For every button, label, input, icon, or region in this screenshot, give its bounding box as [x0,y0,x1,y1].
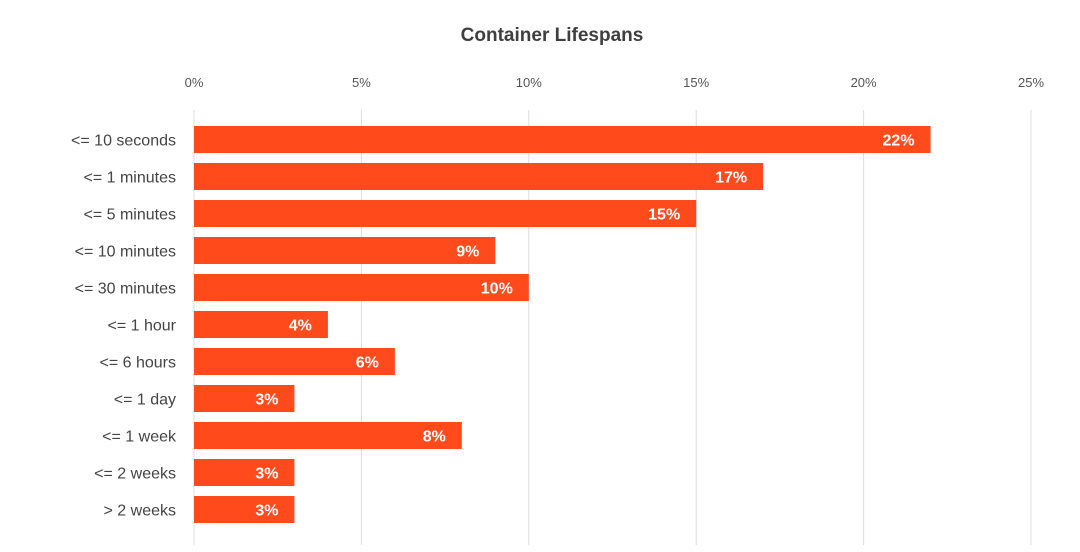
bar [194,237,496,264]
x-tick-label: 25% [1018,75,1044,90]
data-label: 3% [255,466,278,483]
x-tick-label: 10% [516,75,542,90]
bar [194,163,764,190]
category-label: <= 6 hours [100,355,177,372]
bars [194,126,931,523]
category-label: <= 1 day [114,392,176,409]
bar [194,126,931,153]
category-label: <= 10 minutes [75,244,176,261]
category-label: <= 1 minutes [84,170,177,187]
bar [194,311,328,338]
bar [194,348,395,375]
data-label: 6% [356,355,379,372]
data-label: 15% [648,207,680,224]
data-label: 3% [255,503,278,520]
value-labels: 22% 17% 15% 9% 10% 4% 6% 3% 8% 3% 3% [255,133,914,520]
category-label: <= 1 hour [108,318,177,335]
data-label: 9% [456,244,479,261]
bar [194,459,295,486]
x-tick-label: 0% [185,75,204,90]
x-tick-label: 15% [683,75,709,90]
data-label: 17% [715,170,747,187]
category-label: <= 30 minutes [75,281,176,298]
bar [194,385,295,412]
x-tick-label: 20% [851,75,877,90]
x-axis-ticks: 0% 5% 10% 15% 20% 25% [185,75,1045,90]
chart-title: Container Lifespans [461,25,644,46]
category-label: <= 5 minutes [84,207,177,224]
x-tick-label: 5% [352,75,371,90]
category-label: > 2 weeks [104,503,176,520]
bar [194,274,529,301]
category-label: <= 10 seconds [71,133,176,150]
data-label: 10% [481,281,513,298]
category-label: <= 2 weeks [94,466,176,483]
category-label: <= 1 week [102,429,177,446]
data-label: 8% [423,429,446,446]
category-labels: <= 10 seconds <= 1 minutes <= 5 minutes <= … [71,133,177,520]
bar [194,422,462,449]
data-label: 22% [883,133,915,150]
data-label: 4% [289,318,312,335]
bar [194,496,295,523]
bar [194,200,697,227]
data-label: 3% [255,392,278,409]
